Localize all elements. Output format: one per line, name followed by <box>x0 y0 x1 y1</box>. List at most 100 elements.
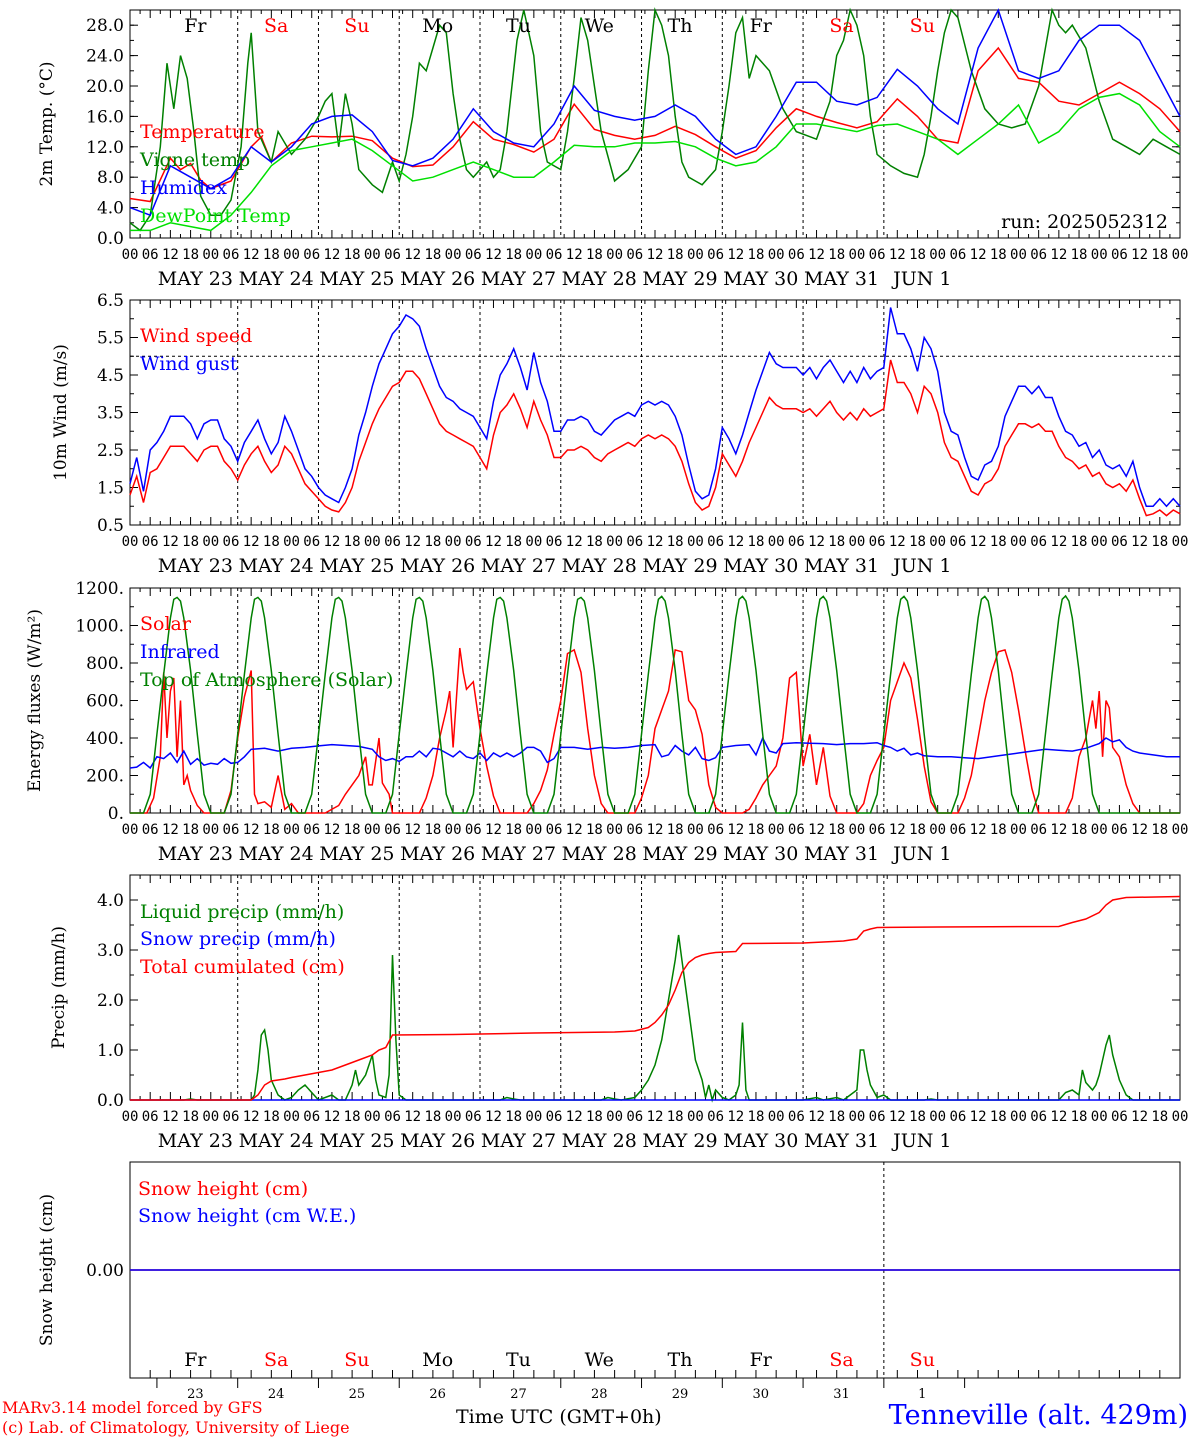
hour-tick-label: 12 <box>970 822 987 838</box>
hour-tick-label: 12 <box>404 822 421 838</box>
weekday-label: Su <box>910 15 935 37</box>
hour-tick-label: 00 <box>606 247 623 263</box>
hour-tick-label: 12 <box>808 247 825 263</box>
hour-tick-label: 18 <box>748 247 765 263</box>
hour-tick-label: 12 <box>1050 534 1067 550</box>
hour-tick-label: 06 <box>546 534 563 550</box>
hour-tick-label: 06 <box>626 247 643 263</box>
hour-tick-label: 00 <box>1091 247 1108 263</box>
hour-tick-label: 12 <box>647 1109 664 1125</box>
hour-tick-label: 12 <box>485 247 502 263</box>
hour-tick-label: 00 <box>687 247 704 263</box>
hour-tick-label: 06 <box>223 822 240 838</box>
hour-tick-label: 00 <box>202 534 219 550</box>
hour-tick-label: 12 <box>727 534 744 550</box>
hour-tick-label: 18 <box>748 822 765 838</box>
hour-tick-label: 18 <box>667 534 684 550</box>
hour-tick-label: 18 <box>424 534 441 550</box>
hour-tick-label: 18 <box>263 247 280 263</box>
hour-tick-label: 00 <box>283 1109 300 1125</box>
hour-tick-label: 00 <box>202 1109 219 1125</box>
weekday-label: Fr <box>750 15 773 37</box>
hour-tick-label: 12 <box>727 1109 744 1125</box>
date-label: MAY 24 <box>239 555 314 577</box>
hour-tick-label: 06 <box>465 1109 482 1125</box>
series-solar <box>130 647 1180 814</box>
hour-tick-label: 00 <box>687 534 704 550</box>
hour-tick-label: 06 <box>869 247 886 263</box>
date-label: MAY 25 <box>319 555 394 577</box>
date-label: MAY 23 <box>158 843 233 865</box>
hour-tick-label: 18 <box>990 822 1007 838</box>
hour-tick-label: 12 <box>566 1109 583 1125</box>
hour-tick-label: 18 <box>263 822 280 838</box>
series-top-of-atmosphere-solar- <box>130 594 1180 814</box>
plot-frame-1 <box>129 299 1181 526</box>
y-tick-label: 4.0 <box>97 199 124 219</box>
legend-solar: Solar <box>140 613 192 635</box>
hour-tick-label: 18 <box>1071 534 1088 550</box>
hour-tick-label: 18 <box>1151 247 1168 263</box>
hour-tick-label: 00 <box>687 822 704 838</box>
hour-tick-label: 06 <box>869 534 886 550</box>
date-label: MAY 30 <box>723 555 798 577</box>
hour-tick-label: 06 <box>465 247 482 263</box>
hour-tick-label: 00 <box>768 1109 785 1125</box>
date-label: MAY 27 <box>481 1130 556 1152</box>
hour-tick-label: 00 <box>1091 1109 1108 1125</box>
date-label: MAY 30 <box>723 268 798 290</box>
hour-tick-label: 12 <box>727 822 744 838</box>
hour-tick-label: 00 <box>848 1109 865 1125</box>
hour-tick-label: 06 <box>869 822 886 838</box>
date-label: MAY 28 <box>562 268 637 290</box>
hour-tick-label: 00 <box>364 1109 381 1125</box>
hour-tick-label: 06 <box>1030 247 1047 263</box>
hour-tick-label: 18 <box>1151 534 1168 550</box>
day-number-label: 1 <box>918 1387 926 1402</box>
hour-tick-label: 18 <box>990 1109 1007 1125</box>
hour-tick-label: 12 <box>808 534 825 550</box>
hour-tick-label: 18 <box>424 1109 441 1125</box>
hour-tick-label: 00 <box>445 247 462 263</box>
hour-tick-label: 06 <box>1111 247 1128 263</box>
hour-tick-label: 18 <box>1151 1109 1168 1125</box>
hour-tick-label: 12 <box>1131 1109 1148 1125</box>
x-axis-title: Time UTC (GMT+0h) <box>456 1406 662 1428</box>
y-axis-label: Snow height (cm) <box>37 1194 57 1346</box>
series-infrared <box>129 736 1180 770</box>
hour-tick-label: 06 <box>303 822 320 838</box>
hour-tick-label: 00 <box>525 247 542 263</box>
date-label: MAY 27 <box>481 268 556 290</box>
hour-tick-label: 06 <box>303 247 320 263</box>
y-tick-label: 1000. <box>75 617 124 637</box>
hour-tick-label: 00 <box>929 534 946 550</box>
hour-tick-label: 18 <box>990 534 1007 550</box>
hour-tick-label: 00 <box>445 1109 462 1125</box>
hour-tick-label: 18 <box>828 822 845 838</box>
model-credit: MARv3.14 model forced by GFS <box>2 1398 263 1417</box>
date-label: MAY 29 <box>642 1130 717 1152</box>
y-tick-label: 16.0 <box>86 107 124 127</box>
hour-tick-label: 18 <box>182 247 199 263</box>
hour-tick-label: 12 <box>647 247 664 263</box>
hour-tick-label: 06 <box>1111 822 1128 838</box>
hour-tick-label: 00 <box>202 822 219 838</box>
hour-tick-label: 12 <box>404 534 421 550</box>
hour-tick-label: 06 <box>949 822 966 838</box>
hour-tick-label: 00 <box>848 822 865 838</box>
hour-tick-label: 00 <box>929 1109 946 1125</box>
hour-tick-label: 00 <box>1172 247 1189 263</box>
hour-tick-label: 00 <box>606 822 623 838</box>
hour-tick-label: 00 <box>445 534 462 550</box>
weekday-label: Sa <box>264 1349 288 1371</box>
hour-tick-label: 00 <box>122 1109 139 1125</box>
series-total-cumulated-cm- <box>130 895 1181 1101</box>
hour-tick-label: 18 <box>909 1109 926 1125</box>
hour-tick-label: 12 <box>1131 534 1148 550</box>
hour-tick-label: 06 <box>626 1109 643 1125</box>
series-vigne-temp <box>129 7 1181 232</box>
y-tick-label: 12.0 <box>86 138 124 158</box>
hour-tick-label: 12 <box>647 822 664 838</box>
y-tick-label: 24.0 <box>86 47 124 67</box>
hour-tick-label: 18 <box>586 1109 603 1125</box>
